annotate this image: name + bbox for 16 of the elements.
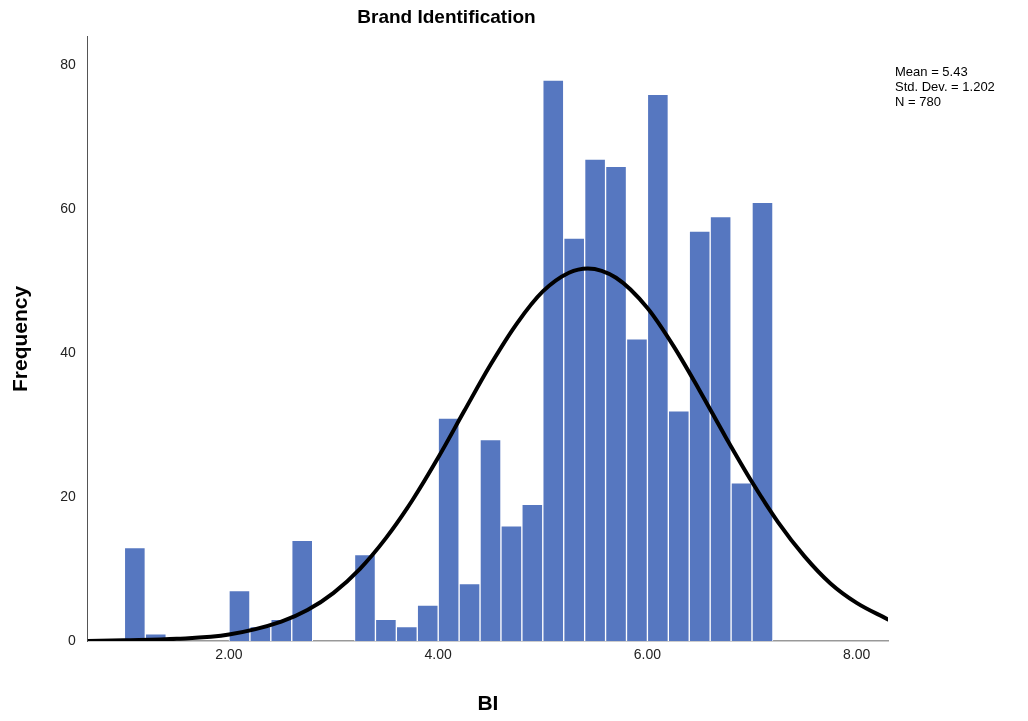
text: Mean = 5.43 xyxy=(895,64,969,79)
y-tick-label: 20 xyxy=(60,488,76,504)
x-tick-label: 2.00 xyxy=(215,646,243,663)
text: N = 780 xyxy=(895,94,942,109)
y-tick-label: 0 xyxy=(67,631,76,648)
y-tick-label: 80 xyxy=(60,56,76,73)
x-tick-label: 4.00 xyxy=(424,646,453,663)
x-axis-title: BI xyxy=(477,691,499,715)
y-axis-title: Frequency xyxy=(8,285,32,392)
chart-title: Brand Identification xyxy=(357,5,536,27)
y-tick-label: 60 xyxy=(60,200,76,217)
text: Std. Dev. = 1.202 xyxy=(895,79,995,94)
line-series xyxy=(87,266,888,641)
y-tick-label: 40 xyxy=(60,344,76,361)
x-tick-label: 6.00 xyxy=(633,646,662,663)
x-tick-label: 8.00 xyxy=(842,646,871,663)
